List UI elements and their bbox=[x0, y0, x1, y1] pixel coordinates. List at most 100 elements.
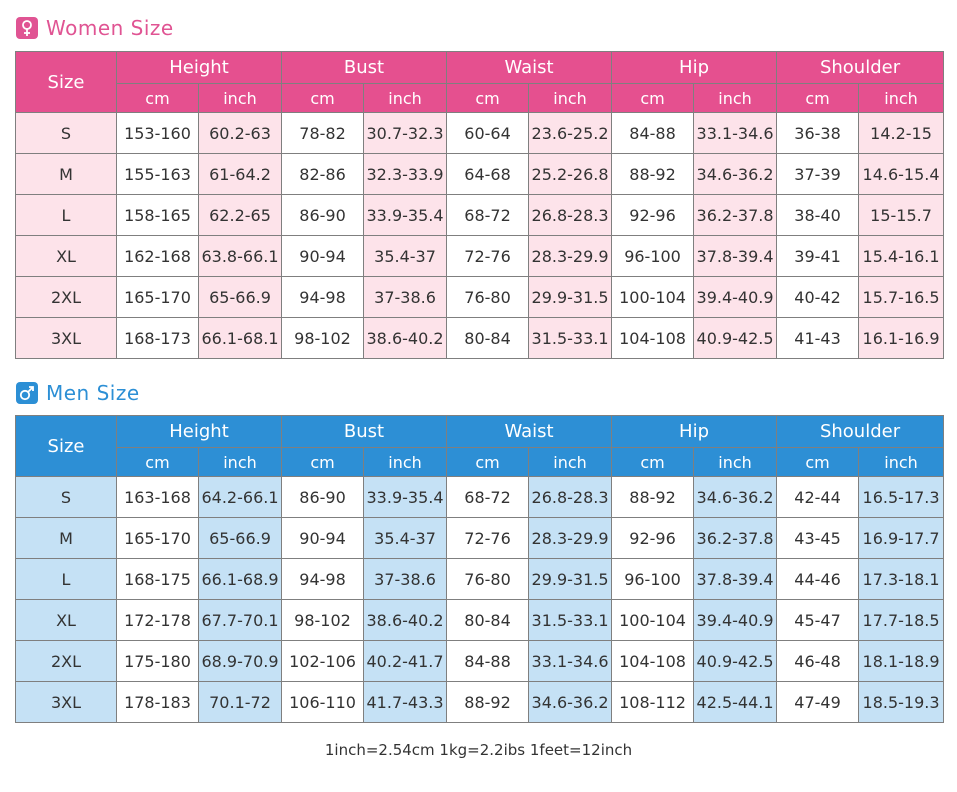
inch-value-cell: 41.7-43.3 bbox=[363, 681, 448, 723]
cm-value-cell: 153-160 bbox=[116, 112, 199, 154]
inch-value-cell: 16.9-17.7 bbox=[858, 517, 945, 559]
unit-cm-header: cm bbox=[446, 83, 530, 113]
inch-value-cell: 15-15.7 bbox=[858, 194, 945, 236]
women-size-heading: Women Size bbox=[16, 16, 174, 40]
unit-inch-header: inch bbox=[858, 83, 945, 113]
male-icon bbox=[16, 382, 38, 404]
inch-value-cell: 66.1-68.1 bbox=[197, 317, 283, 359]
inch-value-cell: 23.6-25.2 bbox=[528, 112, 613, 154]
cm-value-cell: 96-100 bbox=[611, 235, 695, 277]
cm-value-cell: 68-72 bbox=[446, 476, 530, 518]
inch-value-cell: 62.2-65 bbox=[197, 194, 283, 236]
cm-value-cell: 64-68 bbox=[446, 153, 530, 195]
bust-header: Bust bbox=[281, 415, 448, 448]
unit-inch-header: inch bbox=[197, 83, 283, 113]
cm-value-cell: 168-173 bbox=[116, 317, 199, 359]
cm-value-cell: 44-46 bbox=[776, 558, 860, 600]
cm-value-cell: 165-170 bbox=[116, 517, 199, 559]
inch-value-cell: 31.5-33.1 bbox=[528, 599, 613, 641]
cm-value-cell: 72-76 bbox=[446, 235, 530, 277]
cm-value-cell: 39-41 bbox=[776, 235, 860, 277]
table-row: S 163-168 64.2-66.1 86-90 33.9-35.4 68-72 26.8… bbox=[15, 476, 945, 518]
table-row: S 153-160 60.2-63 78-82 30.7-32.3 60-64 23.6-2… bbox=[15, 112, 945, 154]
inch-value-cell: 65-66.9 bbox=[197, 276, 283, 318]
inch-value-cell: 14.2-15 bbox=[858, 112, 945, 154]
unit-conversion-note: 1inch=2.54cm 1kg=2.2ibs 1feet=12inch bbox=[324, 741, 633, 759]
cm-value-cell: 86-90 bbox=[281, 476, 365, 518]
cm-value-cell: 88-92 bbox=[611, 153, 695, 195]
inch-value-cell: 18.5-19.3 bbox=[858, 681, 945, 723]
cm-value-cell: 175-180 bbox=[116, 640, 199, 682]
size-label-cell: 2XL bbox=[15, 276, 117, 318]
inch-value-cell: 33.1-34.6 bbox=[528, 640, 613, 682]
inch-value-cell: 26.8-28.3 bbox=[528, 476, 613, 518]
cm-value-cell: 158-165 bbox=[116, 194, 199, 236]
inch-value-cell: 39.4-40.9 bbox=[693, 599, 778, 641]
inch-value-cell: 33.1-34.6 bbox=[693, 112, 778, 154]
unit-inch-header: inch bbox=[363, 83, 448, 113]
size-label-cell: 3XL bbox=[15, 681, 117, 723]
inch-value-cell: 18.1-18.9 bbox=[858, 640, 945, 682]
table-row: M 155-163 61-64.2 82-86 32.3-33.9 64-68 25.2-2… bbox=[15, 153, 945, 195]
inch-value-cell: 15.4-16.1 bbox=[858, 235, 945, 277]
unit-cm-header: cm bbox=[776, 83, 860, 113]
cm-value-cell: 72-76 bbox=[446, 517, 530, 559]
hip-header: Hip bbox=[611, 51, 778, 84]
inch-value-cell: 32.3-33.9 bbox=[363, 153, 448, 195]
inch-value-cell: 36.2-37.8 bbox=[693, 194, 778, 236]
size-label-cell: S bbox=[15, 112, 117, 154]
inch-value-cell: 37-38.6 bbox=[363, 276, 448, 318]
inch-value-cell: 68.9-70.9 bbox=[197, 640, 283, 682]
unit-inch-header: inch bbox=[363, 447, 448, 477]
inch-value-cell: 39.4-40.9 bbox=[693, 276, 778, 318]
cm-value-cell: 96-100 bbox=[611, 558, 695, 600]
cm-value-cell: 45-47 bbox=[776, 599, 860, 641]
cm-value-cell: 37-39 bbox=[776, 153, 860, 195]
inch-value-cell: 66.1-68.9 bbox=[197, 558, 283, 600]
cm-value-cell: 102-106 bbox=[281, 640, 365, 682]
inch-value-cell: 40.9-42.5 bbox=[693, 640, 778, 682]
inch-value-cell: 38.6-40.2 bbox=[363, 599, 448, 641]
waist-header: Waist bbox=[446, 51, 613, 84]
inch-value-cell: 37.8-39.4 bbox=[693, 558, 778, 600]
inch-value-cell: 36.2-37.8 bbox=[693, 517, 778, 559]
cm-value-cell: 163-168 bbox=[116, 476, 199, 518]
cm-value-cell: 76-80 bbox=[446, 276, 530, 318]
table-row: 3XL 178-183 70.1-72 106-110 41.7-43.3 88-92 34… bbox=[15, 681, 945, 723]
inch-value-cell: 25.2-26.8 bbox=[528, 153, 613, 195]
size-label-cell: XL bbox=[15, 235, 117, 277]
cm-value-cell: 104-108 bbox=[611, 317, 695, 359]
cm-value-cell: 108-112 bbox=[611, 681, 695, 723]
inch-value-cell: 28.3-29.9 bbox=[528, 235, 613, 277]
inch-value-cell: 67.7-70.1 bbox=[197, 599, 283, 641]
cm-value-cell: 82-86 bbox=[281, 153, 365, 195]
inch-value-cell: 31.5-33.1 bbox=[528, 317, 613, 359]
size-label-cell: 2XL bbox=[15, 640, 117, 682]
unit-cm-header: cm bbox=[611, 447, 695, 477]
cm-value-cell: 36-38 bbox=[776, 112, 860, 154]
men-size-heading: Men Size bbox=[16, 381, 140, 405]
cm-value-cell: 100-104 bbox=[611, 276, 695, 318]
cm-value-cell: 94-98 bbox=[281, 276, 365, 318]
cm-value-cell: 100-104 bbox=[611, 599, 695, 641]
bust-header: Bust bbox=[281, 51, 448, 84]
unit-cm-header: cm bbox=[776, 447, 860, 477]
table-row: 3XL 168-173 66.1-68.1 98-102 38.6-40.2 80-84 3… bbox=[15, 317, 945, 359]
inch-value-cell: 37.8-39.4 bbox=[693, 235, 778, 277]
unit-inch-header: inch bbox=[693, 83, 778, 113]
inch-value-cell: 17.7-18.5 bbox=[858, 599, 945, 641]
cm-value-cell: 76-80 bbox=[446, 558, 530, 600]
size-label-cell: L bbox=[15, 558, 117, 600]
inch-value-cell: 70.1-72 bbox=[197, 681, 283, 723]
inch-value-cell: 34.6-36.2 bbox=[693, 476, 778, 518]
inch-value-cell: 37-38.6 bbox=[363, 558, 448, 600]
size-label-cell: M bbox=[15, 517, 117, 559]
shoulder-header: Shoulder bbox=[776, 51, 945, 84]
inch-value-cell: 60.2-63 bbox=[197, 112, 283, 154]
unit-inch-header: inch bbox=[528, 83, 613, 113]
inch-value-cell: 40.2-41.7 bbox=[363, 640, 448, 682]
cm-value-cell: 42-44 bbox=[776, 476, 860, 518]
cm-value-cell: 155-163 bbox=[116, 153, 199, 195]
cm-value-cell: 98-102 bbox=[281, 599, 365, 641]
unit-cm-header: cm bbox=[281, 447, 365, 477]
